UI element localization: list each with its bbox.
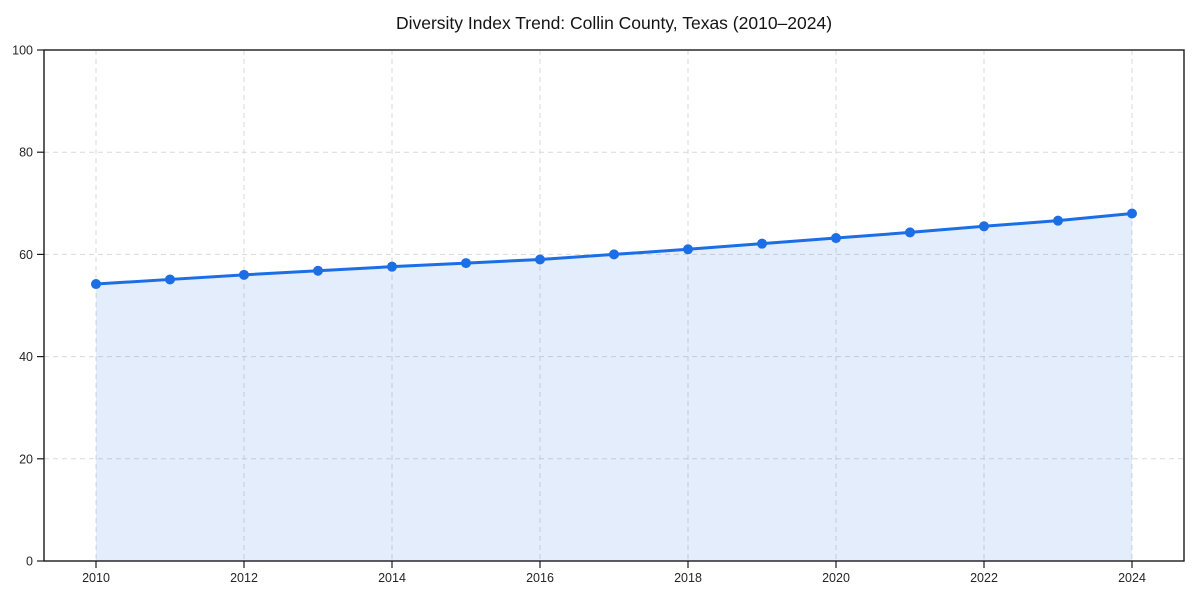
xtick-label-2016: 2016 (526, 571, 554, 585)
data-point-2014 (387, 261, 397, 272)
data-point-2011 (165, 274, 175, 285)
ytick-label-0: 0 (26, 555, 33, 569)
data-point-2019 (757, 238, 767, 249)
xtick-label-2024: 2024 (1118, 571, 1146, 585)
data-point-2012 (239, 269, 249, 280)
xtick-label-2012: 2012 (230, 571, 258, 585)
xtick-label-2022: 2022 (970, 571, 998, 585)
plot-area: 0 20 40 60 80 100 2010 2012 2014 2016 2018 2020 2022… (12, 44, 1185, 585)
data-point-2018 (683, 244, 693, 255)
data-point-2015 (461, 258, 471, 269)
data-point-2022 (979, 221, 989, 232)
ytick-label-60: 60 (19, 248, 33, 262)
xtick-label-2010: 2010 (82, 571, 110, 585)
data-point-2020 (831, 233, 841, 244)
data-point-2023 (1053, 215, 1063, 226)
series-area-fill (96, 213, 1132, 561)
plot-border (43, 49, 1185, 562)
xtick-label-2014: 2014 (378, 571, 406, 585)
data-point-2021 (905, 227, 915, 238)
data-point-2024 (1127, 208, 1137, 219)
xtick-label-2020: 2020 (822, 571, 850, 585)
data-point-2017 (609, 249, 619, 260)
xtick-label-2018: 2018 (674, 571, 702, 585)
ytick-label-20: 20 (19, 452, 33, 466)
ytick-label-40: 40 (19, 350, 33, 364)
chart-title: Diversity Index Trend: Collin County, Te… (396, 13, 832, 33)
data-point-2013 (313, 265, 323, 276)
data-point-2016 (535, 254, 545, 265)
data-point-2010 (91, 279, 101, 290)
ytick-label-80: 80 (19, 146, 33, 160)
ytick-label-100: 100 (12, 44, 33, 58)
